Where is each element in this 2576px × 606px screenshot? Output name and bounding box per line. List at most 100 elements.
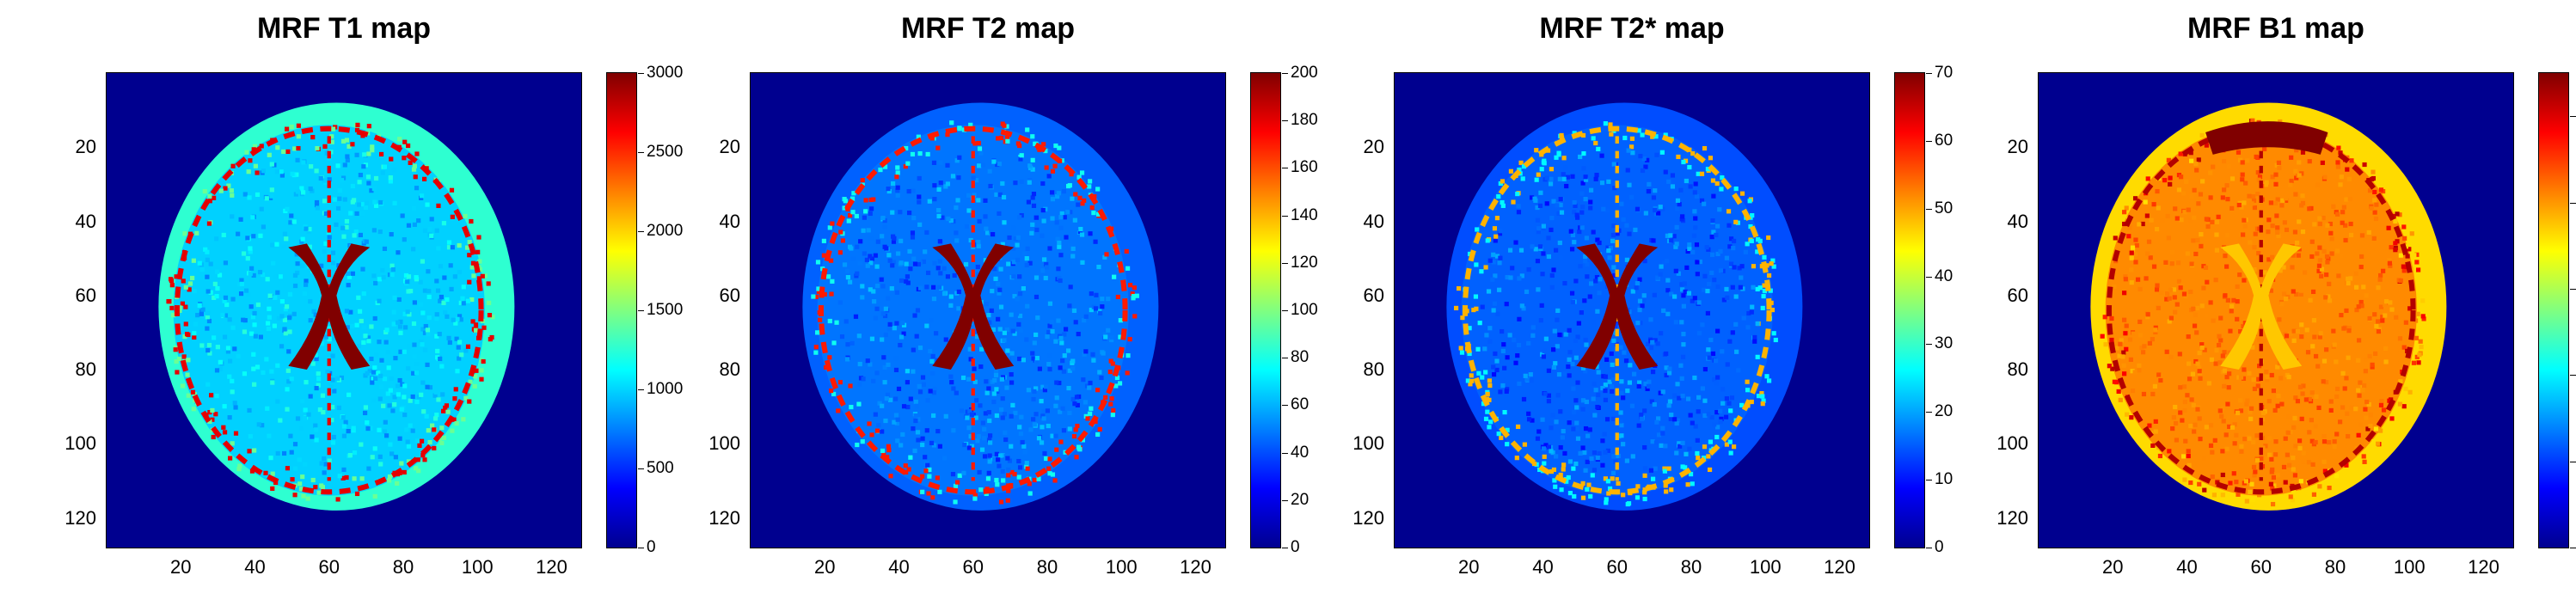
heatmap-pixel: [228, 358, 233, 364]
heatmap-pixel: [1089, 307, 1094, 313]
heatmap-pixel: [1764, 374, 1769, 379]
heatmap-pixel: [2378, 187, 2384, 193]
heatmap-pixel: [345, 157, 350, 162]
heatmap-pixel: [1603, 397, 1608, 402]
heatmap-pixel: [827, 355, 832, 360]
y-tick-label: 20: [1363, 136, 1384, 158]
heatmap-pixel: [1018, 328, 1023, 334]
heatmap-pixel: [283, 331, 288, 336]
heatmap-pixel: [900, 432, 905, 438]
heatmap-pixel: [286, 349, 291, 354]
heatmap-pixel: [336, 405, 341, 411]
heatmap-pixel: [1660, 431, 1665, 436]
heatmap-pixel: [1011, 260, 1016, 265]
heatmap-pixel: [2204, 425, 2209, 430]
heatmap-pixel: [1578, 450, 1583, 456]
heatmap-pixel: [420, 453, 426, 458]
heatmap-pixel: [2148, 255, 2153, 260]
heatmap-pixel: [1749, 399, 1754, 405]
heatmap-pixel: [267, 293, 273, 298]
heatmap-pixel: [880, 403, 885, 408]
heatmap-pixel: [295, 270, 300, 276]
heatmap-pixel: [995, 389, 1000, 395]
heatmap-pixel: [385, 350, 390, 355]
heatmap-pixel: [908, 266, 913, 272]
heatmap-pixel: [1743, 249, 1748, 254]
heatmap-pixel: [1735, 220, 1740, 225]
heatmap-pixel: [300, 474, 305, 480]
heatmap-pixel: [412, 342, 417, 347]
heatmap-pixel: [2174, 216, 2180, 221]
heatmap-pixel: [1567, 373, 1572, 378]
heatmap-pixel: [2312, 334, 2317, 340]
heatmap-pixel: [385, 391, 390, 396]
heatmap-pixel: [956, 175, 961, 181]
heatmap-pixel: [352, 233, 357, 238]
heatmap-pixel: [402, 383, 408, 389]
heatmap-pixel: [911, 216, 917, 221]
heatmap-pixel: [412, 354, 417, 359]
heatmap-pixel: [2277, 317, 2282, 322]
heatmap-pixel: [230, 163, 236, 168]
heatmap-pixel: [1024, 262, 1029, 267]
heatmap-pixel: [222, 298, 227, 303]
heatmap-pixel: [365, 420, 370, 425]
heatmap-pixel: [2335, 160, 2340, 165]
heatmap-pixel: [1012, 331, 1017, 336]
heatmap-pixel: [2356, 432, 2361, 438]
heatmap-pixel: [1761, 398, 1766, 403]
heatmap-pixel: [1573, 355, 1579, 360]
heatmap-pixel: [1544, 201, 1549, 206]
heatmap-pixel: [1542, 348, 1547, 354]
heatmap-pixel: [439, 440, 445, 445]
heatmap-pixel: [1677, 444, 1683, 449]
heatmap-pixel: [1641, 293, 1647, 298]
heatmap-pixel: [978, 487, 984, 493]
heatmap-pixel: [1574, 212, 1579, 217]
heatmap-pixel: [2175, 260, 2181, 266]
heatmap-pixel: [1629, 136, 1635, 141]
heatmap-pixel: [317, 407, 322, 413]
heatmap-pixel: [1563, 332, 1568, 337]
heatmap-pixel: [426, 269, 431, 274]
heatmap-pixel: [2309, 418, 2314, 423]
heatmap-pixel: [1540, 417, 1545, 422]
heatmap-pixel: [2116, 389, 2121, 395]
heatmap-pixel: [916, 417, 921, 422]
heatmap-pixel: [214, 368, 220, 373]
heatmap-pixel: [1727, 439, 1733, 444]
heatmap-pixel: [1011, 225, 1016, 230]
heatmap-pixel: [954, 205, 959, 211]
heatmap-pixel: [1635, 206, 1641, 211]
heatmap-pixel: [2321, 439, 2328, 444]
heatmap-pixel: [1592, 413, 1598, 418]
heatmap-pixel: [2363, 407, 2368, 412]
heatmap-pixel: [427, 439, 432, 445]
heatmap-pixel: [233, 431, 239, 436]
heatmap-pixel: [353, 229, 359, 235]
heatmap-pixel: [1580, 445, 1585, 450]
heatmap-pixel: [1610, 389, 1615, 395]
heatmap-pixel: [2125, 412, 2130, 417]
heatmap-pixel: [393, 455, 398, 460]
heatmap-pixel: [1557, 332, 1562, 338]
heatmap-pixel: [2250, 118, 2255, 123]
heatmap-pixel: [1669, 487, 1674, 493]
heatmap-pixel: [813, 294, 819, 300]
heatmap-pixel: [2262, 270, 2267, 275]
heatmap-pixel: [2141, 391, 2147, 397]
heatmap-pixel: [997, 327, 1003, 332]
colorbar-tick-label: 0: [638, 538, 656, 556]
heatmap-pixel: [348, 309, 353, 315]
heatmap-pixel: [911, 425, 916, 432]
heatmap-pixel: [997, 287, 1003, 292]
heatmap-pixel: [1576, 321, 1581, 326]
heatmap-pixel: [406, 223, 412, 228]
heatmap-pixel: [296, 123, 301, 128]
heatmap-pixel: [411, 247, 416, 252]
heatmap-pixel: [402, 413, 408, 418]
heatmap-pixel: [1640, 132, 1645, 138]
heatmap-pixel: [916, 134, 921, 139]
heatmap-pixel: [2321, 216, 2326, 221]
heatmap-pixel: [2341, 326, 2346, 331]
